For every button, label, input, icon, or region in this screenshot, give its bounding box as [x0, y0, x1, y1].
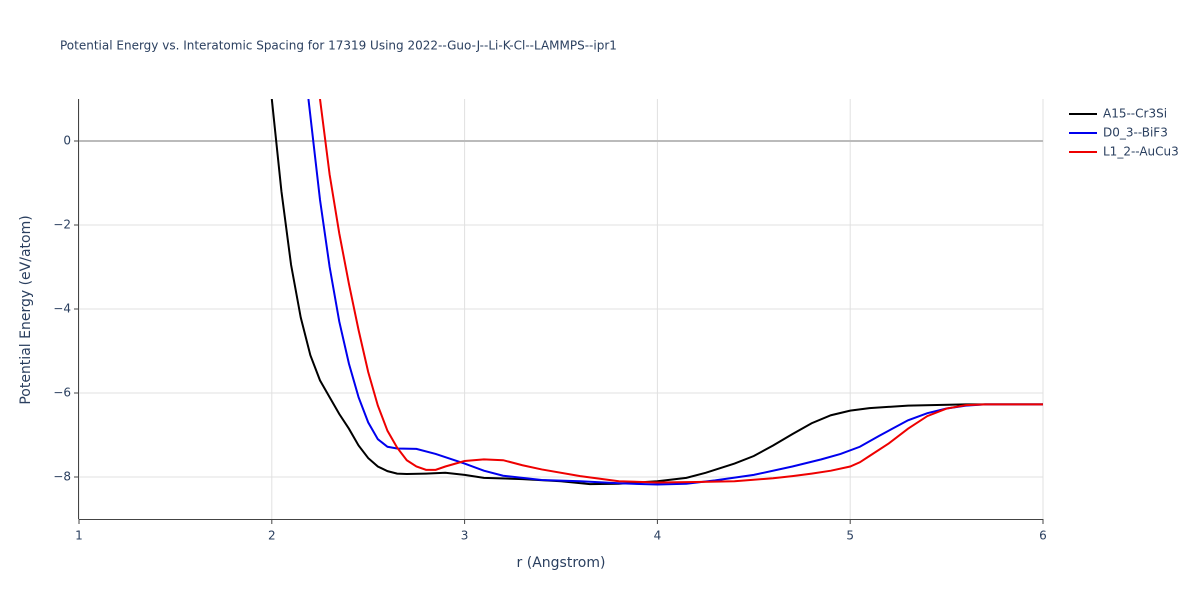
x-tick-label: 6: [1039, 529, 1047, 543]
plot-area: [270, 99, 1043, 486]
x-tick-label: 1: [75, 529, 83, 543]
x-tick-label: 4: [654, 529, 662, 543]
x-axis-label: r (Angstrom): [517, 555, 606, 571]
chart-title: Potential Energy vs. Interatomic Spacing…: [60, 39, 617, 53]
y-tick-label: −8: [53, 470, 71, 484]
legend-label: D0_3--BiF3: [1103, 126, 1168, 140]
y-tick-label: −4: [53, 302, 71, 316]
axes: 1 2 3 4 5 6 −8 −6 −4 −2 0: [53, 99, 1047, 543]
x-tick-label: 3: [461, 529, 469, 543]
series-line: [319, 99, 1043, 484]
y-axis-label: Potential Energy (eV/atom): [18, 215, 34, 404]
series-line: [270, 99, 1043, 486]
x-tick-label: 2: [268, 529, 276, 543]
series-line: [307, 99, 1043, 486]
y-tick-label: 0: [63, 134, 71, 148]
legend: A15--Cr3Si D0_3--BiF3 L1_2--AuCu3: [1069, 107, 1179, 159]
y-tick-label: −6: [53, 386, 71, 400]
legend-label: A15--Cr3Si: [1103, 107, 1167, 121]
y-tick-label: −2: [53, 218, 71, 232]
grid: [78, 99, 1044, 519]
x-tick-label: 5: [846, 529, 854, 543]
legend-label: L1_2--AuCu3: [1103, 145, 1179, 159]
